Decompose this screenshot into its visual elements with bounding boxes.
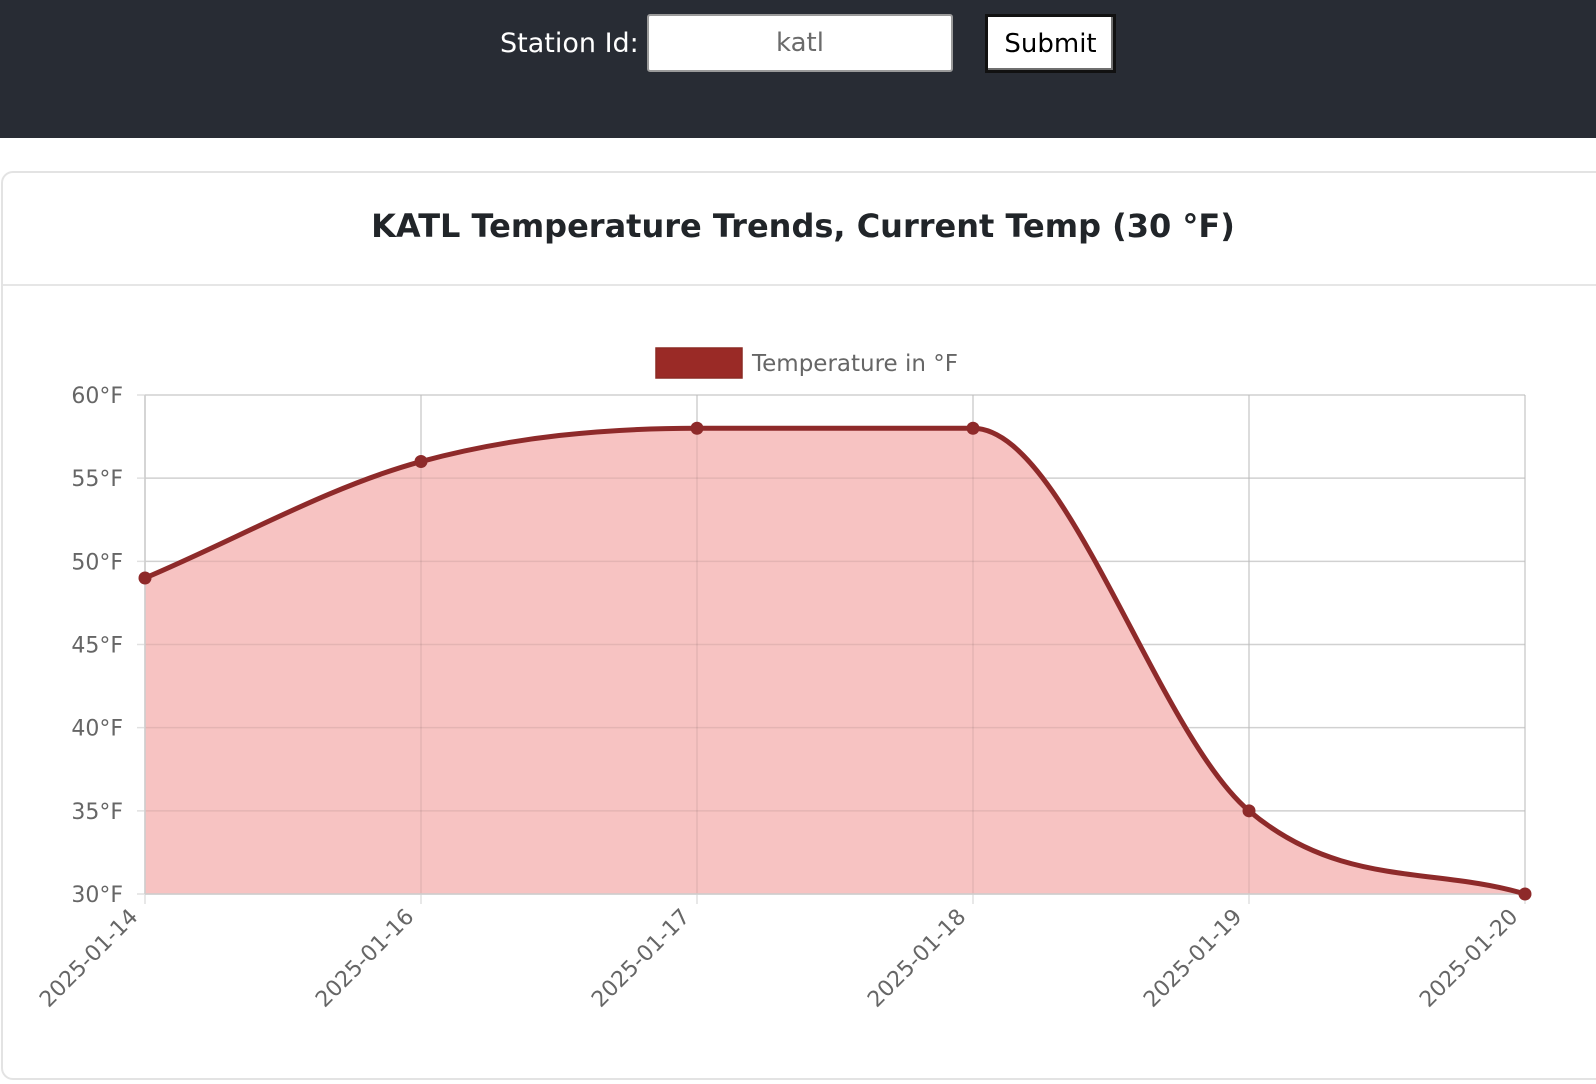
y-tick-label: 55°F — [71, 467, 123, 492]
x-tick-label: 2025-01-20 — [1415, 905, 1523, 1013]
area-fill — [145, 428, 1525, 894]
data-point — [414, 455, 428, 469]
y-tick-label: 40°F — [71, 717, 123, 742]
data-point — [138, 571, 152, 585]
legend-swatch — [655, 347, 743, 379]
submit-button[interactable]: Submit — [985, 14, 1116, 73]
data-point — [966, 421, 980, 435]
y-tick-label: 60°F — [71, 384, 123, 409]
x-tick-label: 2025-01-19 — [1139, 905, 1247, 1013]
x-tick-label: 2025-01-16 — [311, 905, 419, 1013]
x-tick-label: 2025-01-18 — [863, 905, 971, 1013]
station-id-input[interactable] — [647, 14, 953, 72]
card-header: KATL Temperature Trends, Current Temp (3… — [3, 173, 1596, 286]
data-point — [1242, 804, 1256, 818]
series-line — [144, 425, 1526, 897]
x-tick-label: 2025-01-17 — [587, 905, 695, 1013]
legend-label: Temperature in °F — [751, 351, 958, 377]
y-tick-label: 45°F — [71, 634, 123, 659]
y-tick-label: 35°F — [71, 800, 123, 825]
y-tick-label: 30°F — [71, 883, 123, 908]
x-tick-label: 2025-01-14 — [35, 905, 143, 1013]
station-id-label: Station Id: — [500, 28, 639, 59]
y-tick-label: 50°F — [71, 550, 123, 575]
top-bar: Station Id: Submit — [0, 0, 1596, 138]
data-point — [1518, 887, 1532, 901]
data-point — [690, 421, 704, 435]
chart-title: KATL Temperature Trends, Current Temp (3… — [371, 207, 1235, 245]
